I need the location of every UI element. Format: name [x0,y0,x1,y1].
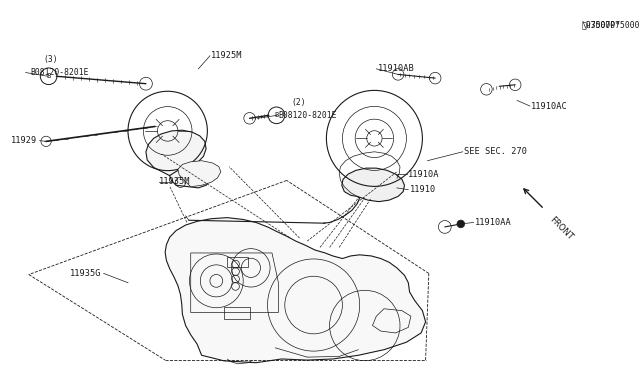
Circle shape [457,220,465,228]
Text: (3): (3) [44,55,58,64]
Text: 11910AC: 11910AC [531,102,568,110]
Polygon shape [178,161,221,187]
Text: B: B [47,73,51,79]
Text: 11935G: 11935G [70,269,101,278]
Text: B: B [275,112,278,118]
Text: B08120-8201E: B08120-8201E [278,111,337,120]
Polygon shape [165,218,426,363]
Text: 11910AB: 11910AB [378,64,414,73]
Text: \u3007P75000*: \u3007P75000* [581,21,640,30]
Text: B08120-8201E: B08120-8201E [31,68,89,77]
Polygon shape [146,130,206,176]
Text: SEE SEC. 270: SEE SEC. 270 [464,147,527,156]
Polygon shape [170,169,210,188]
Text: 〇P75000*: 〇P75000* [581,21,620,30]
Text: 11910AA: 11910AA [475,218,511,227]
Polygon shape [342,168,404,202]
Text: 11910A: 11910A [408,170,440,179]
Text: 11910: 11910 [410,185,436,194]
Text: 11929: 11929 [11,136,37,145]
Text: 11935M: 11935M [159,177,190,186]
Text: 11925M: 11925M [211,51,243,60]
Text: FRONT: FRONT [548,215,575,241]
Text: (2): (2) [291,98,306,107]
